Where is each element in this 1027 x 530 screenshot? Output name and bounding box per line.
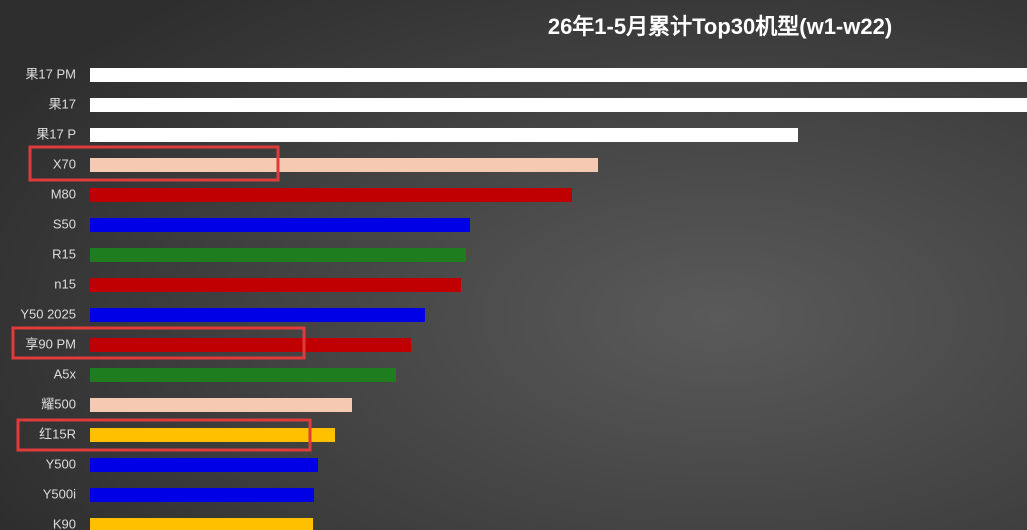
y-tick-label: Y500i: [43, 486, 76, 501]
bar: [90, 98, 1027, 112]
y-tick-label: Y50 2025: [20, 306, 76, 321]
y-tick-label: n15: [54, 276, 76, 291]
y-tick-label: A5x: [54, 366, 77, 381]
bar: [90, 218, 470, 232]
y-tick-label: X70: [53, 156, 76, 171]
bar: [90, 458, 318, 472]
bar: [90, 188, 572, 202]
y-tick-label: R15: [52, 246, 76, 261]
y-tick-label: 果17 PM: [25, 66, 76, 81]
y-tick-label: Y500: [46, 456, 76, 471]
highlight-box: [28, 145, 280, 182]
bar: [90, 338, 411, 352]
highlight-box: [16, 418, 312, 452]
bar: [90, 428, 335, 442]
bar: [90, 158, 598, 172]
bar: [90, 308, 425, 322]
y-tick-label: K90: [53, 516, 76, 530]
y-tick-label: 红15R: [39, 426, 76, 441]
bar: [90, 128, 798, 142]
y-tick-label: 享90 PM: [25, 336, 76, 351]
y-tick-label: 果17 P: [36, 126, 76, 141]
bar: [90, 488, 314, 502]
bar: [90, 368, 396, 382]
plot: 果17 PM 果17 果17 P X70 M80 S50 R15 n15 Y50 2025 享90…: [20, 66, 1027, 530]
bar: [90, 398, 352, 412]
y-tick-label: 耀500: [41, 396, 76, 411]
y-tick-label: M80: [51, 186, 76, 201]
y-tick-label: S50: [53, 216, 76, 231]
bar: [90, 518, 313, 530]
highlight-box: [11, 326, 306, 360]
bar: [90, 278, 461, 292]
y-tick-label: 果17: [49, 96, 76, 111]
chart-title: 26年1-5月累计Top30机型(w1-w22): [548, 14, 892, 39]
bar: [90, 248, 466, 262]
bar: [90, 68, 1027, 82]
